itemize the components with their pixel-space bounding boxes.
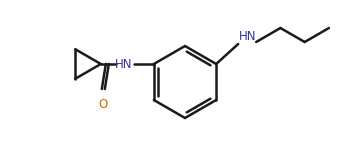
- Text: HN: HN: [239, 30, 257, 43]
- Text: O: O: [99, 98, 108, 111]
- Text: HN: HN: [115, 58, 133, 71]
